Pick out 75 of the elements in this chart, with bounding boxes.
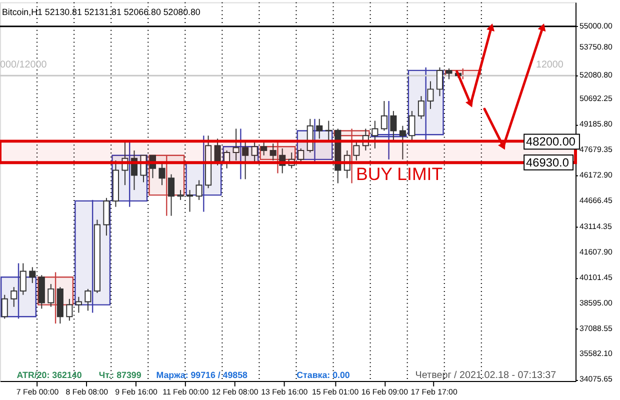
y-tick-label: 49185.80 [579, 120, 614, 129]
candlestick [149, 154, 156, 179]
candlestick [48, 284, 54, 308]
annotation: Bitcoin,H1 52130.81 52131.81 52066.80 52080.80 [2, 7, 200, 18]
candlestick [196, 180, 202, 200]
candlestick [10, 286, 18, 308]
candlestick [214, 138, 221, 166]
candlestick [288, 152, 295, 169]
candlestick [251, 142, 258, 163]
y-tick-label: 46172.90 [579, 170, 614, 180]
candlestick [446, 68, 452, 80]
x-tick-label: 11 Feb 00:00 [162, 387, 210, 396]
candlestick [408, 110, 416, 142]
y-tick-label: 50692.25 [579, 94, 614, 104]
candlestick [103, 197, 110, 236]
candlestick [158, 162, 166, 186]
candlestick [436, 66, 443, 97]
candlestick [260, 142, 268, 156]
y-tick-label: 40101.45 [579, 272, 614, 282]
x-tick-label: 16 Feb 09:00 [361, 387, 409, 396]
candlestick [224, 150, 230, 169]
candlestick [242, 140, 249, 180]
candlestick [270, 143, 276, 161]
candlestick [344, 150, 350, 179]
annotation: Четверг / 2021.02.18 - 07:13:37 [415, 370, 556, 381]
candlestick [353, 140, 360, 161]
candlestick [130, 150, 138, 190]
candlestick [232, 128, 240, 161]
candlestick [418, 96, 424, 120]
candlestick [427, 80, 434, 110]
x-tick-label: 15 Feb 01:00 [312, 387, 360, 396]
candlestick [140, 154, 147, 183]
y-tick-label: 55000.00 [579, 21, 614, 30]
candlestick [316, 118, 323, 140]
y-tick-label: 43114.35 [579, 222, 612, 232]
candlestick [29, 266, 36, 284]
x-tick-label: 17 Feb 17:00 [410, 387, 458, 396]
x-tick-label: 8 Feb 08:00 [66, 387, 109, 396]
y-tick-label: 38595.00 [579, 298, 614, 308]
candlestick [399, 125, 406, 160]
annotation: BUY LIMIT [356, 164, 443, 184]
candlestick [390, 110, 397, 142]
candlestick [372, 120, 378, 149]
y-tick-label: 34075.65 [579, 374, 614, 384]
annotation: Маржа: 99716 / 49858 [156, 370, 248, 380]
candlestick [20, 262, 26, 296]
annotation: Чт.: 87399 [98, 370, 142, 380]
annotation: 12000 [536, 59, 564, 70]
y-tick-label: 41607.90 [579, 247, 614, 256]
x-tick-label: 7 Feb 00:00 [16, 387, 60, 396]
y-tick-label: 35582.10 [579, 349, 614, 358]
candlestick [298, 148, 304, 164]
candlestick [380, 100, 388, 132]
annotation: 48200.00 [526, 134, 576, 149]
y-tick-label: 53750.80 [579, 42, 614, 52]
candlestick [186, 189, 194, 212]
candlestick [362, 128, 369, 151]
candlestick [177, 189, 184, 200]
x-tick-label: 13 Feb 16:00 [261, 387, 308, 396]
annotation: 000/12000 [0, 59, 48, 70]
candlestick [84, 288, 92, 312]
x-tick-label: 12 Feb 08:00 [212, 387, 259, 396]
y-tick-label: 52080.80 [579, 70, 614, 80]
annotation: Ставка: 0.00 [296, 370, 350, 380]
annotation: 46930.0 [526, 155, 570, 170]
candlestick [168, 174, 175, 216]
candlestick [279, 148, 286, 174]
candlestick [75, 296, 82, 314]
y-tick-label: 47679.35 [579, 144, 614, 154]
annotation: ATR/20: 362140 [16, 370, 82, 380]
candlestick [66, 298, 73, 322]
y-tick-label: 37088.55 [579, 324, 614, 333]
y-tick-label: 44666.45 [579, 196, 614, 205]
candlestick [122, 140, 128, 186]
x-tick-label: 9 Feb 16:00 [115, 387, 158, 396]
